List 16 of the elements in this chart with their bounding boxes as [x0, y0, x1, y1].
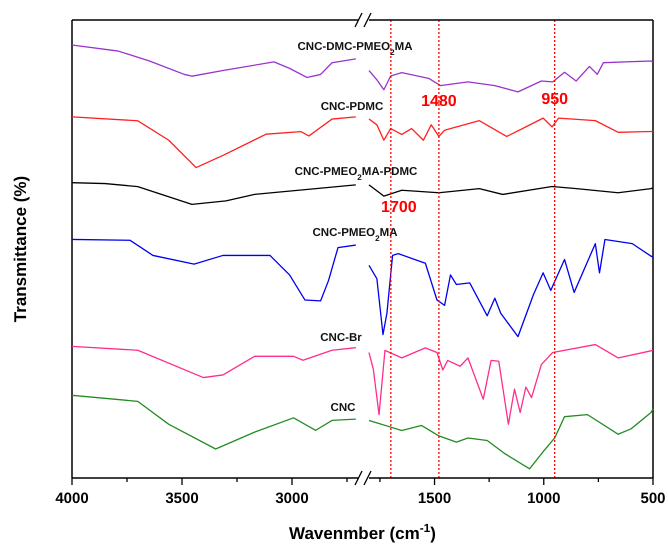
x-tick-label: 1000 [527, 490, 560, 507]
series-label: CNC-PMEO$_{2}$MA [312, 227, 398, 242]
x-tick-label: 3000 [275, 490, 309, 507]
ref-line-label: 1480 [421, 93, 457, 110]
x-tick-label: 3500 [165, 490, 199, 507]
series-label: CNC-PDMC [320, 101, 384, 113]
ref-line-label: 950 [541, 91, 568, 108]
x-tick-label: 1500 [418, 490, 452, 507]
x-axis-title: Wavenmber (cm$^{-1}$) [289, 521, 436, 543]
series-label: CNC [330, 402, 356, 414]
x-tick-label: 500 [640, 490, 666, 507]
y-axis-title: Transmittance (%) [11, 176, 30, 322]
x-tick-label: 4000 [55, 490, 89, 507]
series-label: CNC-PMEO$_{2}$MA-PDMC [294, 166, 418, 182]
ref-line-label: 1700 [381, 199, 417, 216]
series-label: CNC-Br [320, 332, 362, 344]
